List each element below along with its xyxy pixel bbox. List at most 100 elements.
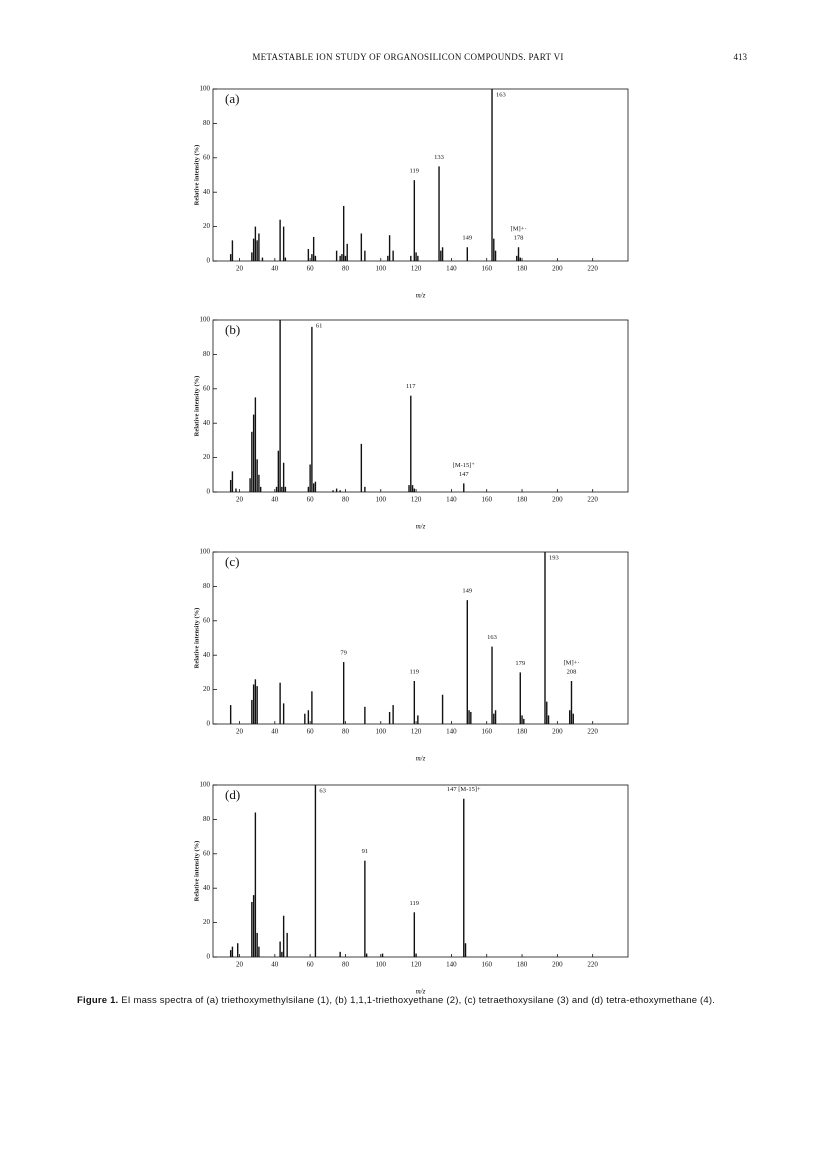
y-tick-label: 40 [203,188,211,196]
peak-label: 91 [362,848,369,855]
x-tick-label: 40 [271,961,279,969]
y-tick-label: 20 [203,453,211,461]
peak [282,703,285,724]
peak [335,250,338,261]
peak [252,895,255,957]
y-axis-label: Relative intensity (%) [193,145,200,206]
peak-label: 63 [319,787,326,794]
y-tick-label: 60 [203,153,211,161]
peak [335,488,338,492]
peak [312,483,315,492]
y-tick-label: 80 [203,815,211,823]
peak [464,943,467,957]
peak [413,488,416,492]
peak [417,255,419,261]
x-tick-label: 140 [446,728,457,736]
peak [341,254,343,261]
peak-label: 119 [410,668,420,675]
x-tick-label: 20 [236,265,244,273]
peak-label: 163 [487,634,497,641]
peak [275,486,278,492]
spectrum: 0 20 40 60 80 100 20 40 60 80 100 120 140 160 180 200 22… [193,781,629,996]
peak [491,646,493,724]
x-tick-label: 60 [307,961,315,969]
x-tick-label: 120 [411,265,422,273]
peak [237,943,239,957]
x-tick-label: 40 [271,265,279,273]
x-tick-label: 160 [481,265,492,273]
x-tick-label: 140 [446,961,457,969]
y-tick-label: 0 [207,720,211,728]
caption-label: Figure 1. [77,995,119,1006]
peak [282,226,285,261]
peak [494,250,497,261]
peak [342,205,345,261]
x-tick-label: 140 [446,265,457,273]
y-tick-label: 20 [203,222,211,230]
peak [256,459,258,492]
peak [254,397,257,492]
peak-label: 61 [316,322,323,329]
peak [342,662,345,724]
peak [493,713,495,724]
x-tick-label: 120 [411,496,422,504]
x-tick-label: 220 [587,961,598,969]
peak [344,255,347,261]
peak [311,254,313,261]
peak [410,255,412,261]
peak [229,950,232,957]
x-tick-label: 120 [411,728,422,736]
x-tick-label: 100 [376,265,387,273]
peak [284,486,287,492]
x-tick-label: 180 [517,728,528,736]
peak [277,450,280,492]
x-tick-label: 60 [307,728,315,736]
spectrum: 0 20 40 60 80 100 20 40 60 80 100 120 140 160 180 200 22… [193,85,629,300]
peak [392,705,394,724]
peak [251,431,253,492]
x-tick-label: 80 [342,496,350,504]
peak [517,247,520,261]
peak [546,701,548,724]
peak [491,89,493,261]
peak-label: 119 [410,168,420,175]
peak [360,233,363,261]
y-tick-label: 100 [200,316,211,324]
peak [364,486,366,492]
y-axis-label: Relative intensity (%) [193,376,200,437]
peak [519,257,521,261]
peak-label: 133 [434,154,444,161]
peak [360,443,363,492]
peak-label: 79 [340,650,347,657]
y-tick-label: 100 [200,85,211,93]
peak [547,715,550,724]
x-tick-label: 60 [307,265,315,273]
y-tick-label: 40 [203,651,211,659]
peak [311,326,313,492]
peak [229,254,232,261]
peak [235,488,237,492]
peak [254,812,257,957]
peak [281,951,283,957]
peak [494,710,497,724]
peak [286,932,288,957]
x-tick-label: 180 [517,496,528,504]
panel-label: (d) [225,787,240,802]
peak [251,901,253,957]
plot-frame [212,784,629,958]
y-tick-label: 100 [200,548,211,556]
y-tick-label: 0 [207,488,211,496]
peak-label: 179 [515,660,525,667]
x-tick-label: 20 [236,728,244,736]
peak [261,257,264,261]
peak [521,715,523,724]
peak [441,694,444,724]
peak [256,686,258,724]
peak [415,953,417,957]
peak [387,255,389,261]
peak [282,462,285,492]
peak [438,166,440,261]
peak [304,713,306,724]
y-tick-label: 60 [203,384,211,392]
